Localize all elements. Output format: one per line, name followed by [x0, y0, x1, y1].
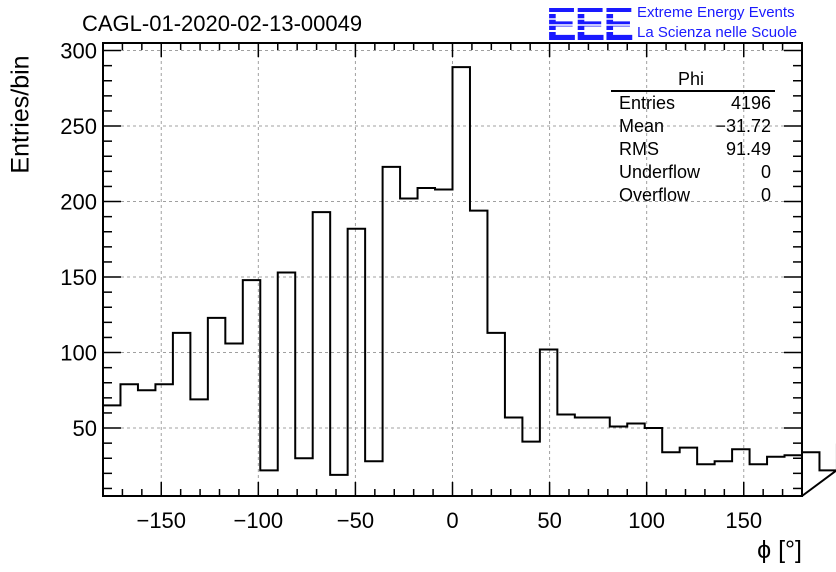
stats-value: 0: [760, 185, 771, 205]
histogram-bin: [697, 464, 714, 496]
y-axis-label: Entries/bin: [6, 55, 35, 174]
y-tick-label: 100: [60, 341, 97, 366]
eee-logo-mark: EEE: [546, 2, 632, 44]
stats-label: Entries: [619, 93, 676, 113]
histogram-bin: [662, 452, 679, 496]
histogram-bin: [592, 417, 609, 496]
stats-value: −31.72: [715, 116, 771, 136]
histogram-bin: [680, 448, 697, 496]
histogram-bin: [802, 452, 819, 496]
eee-logo: EEE: [545, 2, 634, 44]
histogram-outline: [102, 66, 836, 497]
x-tick-label: −150: [136, 508, 186, 533]
stats-row-overflow: Overflow 0: [611, 184, 771, 207]
axes: −150 −100 −50 0 50 100 150 50 100 150 200 250 300: [60, 39, 802, 533]
y-tick-label: 300: [60, 39, 97, 64]
histogram-bin: [732, 449, 749, 496]
histogram-bin: [453, 67, 470, 496]
histogram-bin: [470, 211, 487, 496]
stats-label: RMS: [619, 139, 659, 159]
histogram-bin: [173, 333, 190, 496]
histogram-bin: [155, 384, 172, 496]
histogram-bin: [348, 229, 365, 496]
x-tick-label: −50: [337, 508, 374, 533]
x-tick-label: 50: [537, 508, 561, 533]
x-tick-label: 150: [725, 508, 762, 533]
stats-value: 4196: [730, 93, 771, 113]
x-axis-label: ϕ [°]: [757, 536, 802, 564]
histogram-bin: [627, 424, 644, 496]
stats-row-rms: RMS 91.49: [611, 138, 771, 161]
x-tick-label: 0: [446, 508, 458, 533]
histogram-bin: [487, 333, 504, 496]
logo-text-line2: La Scienza nelle Scuole: [637, 24, 798, 41]
histogram-bin: [313, 212, 330, 496]
histogram-bin: [330, 475, 347, 496]
histogram-bin: [540, 350, 557, 496]
stats-row-underflow: Underflow 0: [611, 161, 771, 184]
histogram-bin: [120, 384, 137, 496]
stats-divider: [611, 90, 775, 92]
histogram-bin: [785, 455, 802, 496]
stats-value: 0: [760, 162, 771, 182]
stats-label: Overflow: [619, 185, 691, 205]
histogram-bin: [715, 461, 732, 496]
logo-text-line1: Extreme Energy Events: [637, 4, 795, 21]
histogram-bin: [557, 414, 574, 496]
histogram-bin: [225, 343, 242, 496]
stats-row-entries: Entries 4196: [611, 92, 771, 115]
stats-title: Phi: [677, 69, 704, 89]
y-tick-label: 250: [60, 114, 97, 139]
histogram-bin: [365, 461, 382, 496]
histogram-bin: [575, 417, 592, 496]
stats-box: Phi Entries 4196 Mean −31.72 RMS 91.49 U…: [611, 68, 775, 207]
stats-label: Mean: [619, 116, 665, 136]
histogram-bin: [278, 273, 295, 496]
stats-label: Underflow: [619, 162, 701, 182]
x-tick-label: −100: [234, 508, 284, 533]
histogram-bin: [260, 470, 277, 496]
y-tick-label: 200: [60, 190, 97, 215]
histogram-bin: [522, 442, 539, 496]
stats-row-mean: Mean −31.72: [611, 115, 771, 138]
histogram-bin: [505, 417, 522, 496]
histogram-bin: [103, 405, 120, 496]
histogram-series: [102, 66, 836, 497]
histogram-bin: [750, 464, 767, 496]
chart-title: CAGL-01-2020-02-13-00049: [82, 11, 363, 36]
histogram-bin: [418, 188, 435, 496]
histogram-bin: [243, 280, 260, 496]
histogram-bin: [208, 318, 225, 496]
histogram-bin: [400, 199, 417, 496]
histogram-bin: [138, 390, 155, 496]
histogram-bin: [190, 399, 207, 496]
histogram-bin: [819, 470, 836, 496]
histogram-bin: [435, 189, 452, 496]
histogram-bin: [383, 167, 400, 496]
stats-value: 91.49: [725, 139, 771, 159]
y-tick-label: 50: [73, 416, 97, 441]
x-tick-label: 100: [628, 508, 665, 533]
y-tick-label: 150: [60, 265, 97, 290]
histogram-bin: [610, 427, 627, 496]
